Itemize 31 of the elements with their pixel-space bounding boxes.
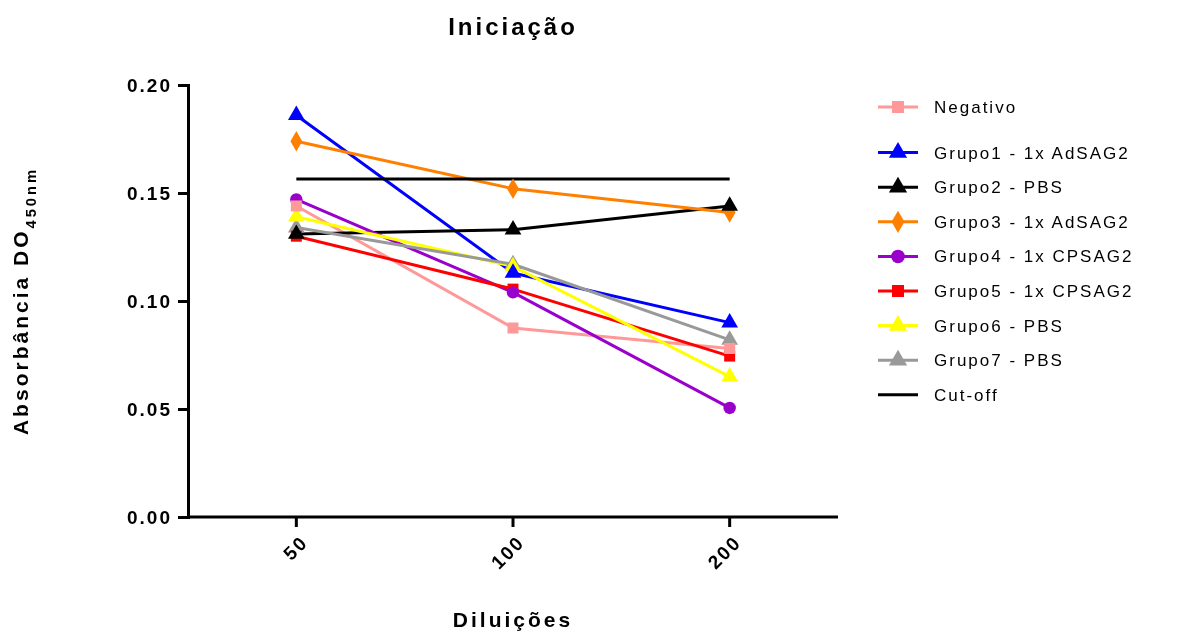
point bbox=[504, 263, 522, 278]
chart-title: Iniciação bbox=[448, 13, 578, 40]
legend-label: Cut-off bbox=[934, 385, 999, 405]
point bbox=[721, 312, 739, 328]
legend-label: Grupo7 - PBS bbox=[934, 351, 1064, 371]
legend-label: Negativo bbox=[934, 97, 1018, 117]
legend-label: Grupo5 - 1x CPSAG2 bbox=[934, 281, 1134, 301]
point bbox=[723, 401, 736, 415]
point bbox=[721, 366, 739, 382]
legend-label: Grupo6 - PBS bbox=[934, 316, 1064, 336]
x-tick-label: 200 bbox=[703, 531, 746, 574]
point bbox=[721, 196, 739, 211]
y-tick-label: 0.15 bbox=[127, 182, 172, 204]
point bbox=[287, 224, 305, 239]
y-tick-label: 0.20 bbox=[127, 74, 172, 96]
y-tick-label: 0.00 bbox=[127, 506, 172, 528]
x-axis-title: Diluições bbox=[452, 608, 574, 631]
point bbox=[506, 286, 520, 299]
point bbox=[290, 200, 302, 212]
point bbox=[504, 220, 522, 235]
legend-label: Grupo2 - PBS bbox=[934, 178, 1064, 198]
legend-label: Grupo3 - 1x AdSAG2 bbox=[934, 212, 1130, 232]
x-tick-label: 50 bbox=[279, 531, 312, 565]
x-tick-label: 100 bbox=[487, 531, 529, 574]
point bbox=[507, 322, 519, 334]
legend-label: Grupo4 - 1x CPSAG2 bbox=[934, 247, 1134, 267]
y-tick-label: 0.05 bbox=[127, 398, 172, 420]
point bbox=[724, 343, 736, 355]
point bbox=[287, 105, 305, 121]
y-tick-label: 0.10 bbox=[127, 290, 172, 312]
legend-label: Grupo1 - 1x AdSAG2 bbox=[934, 143, 1130, 163]
